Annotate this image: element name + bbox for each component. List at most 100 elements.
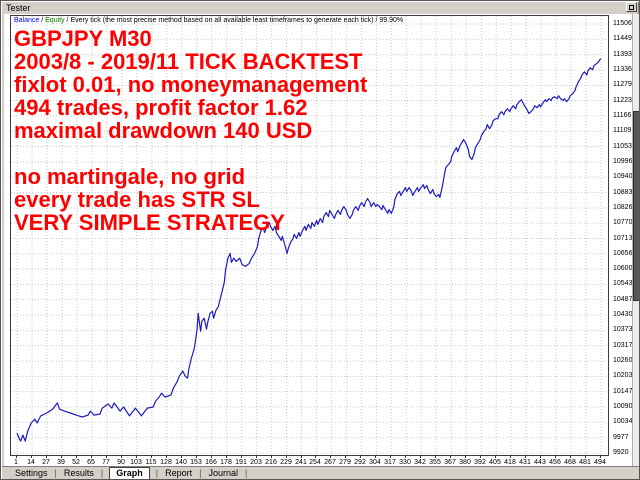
dock-icon <box>629 4 634 10</box>
y-axis-label: 9920 <box>613 449 629 456</box>
annotation-line: GBPJPY M30 <box>14 26 152 51</box>
y-axis-label: 11336 <box>613 66 632 73</box>
annotation-line: 2003/8 - 2019/11 TICK BACKTEST <box>14 49 363 74</box>
x-axis-tick <box>181 456 182 458</box>
y-axis-label: 10430 <box>613 311 633 318</box>
scrollbar-thumb[interactable] <box>633 111 639 301</box>
x-axis-label: 153 <box>190 459 202 466</box>
x-axis-label: 191 <box>235 459 247 466</box>
dock-button[interactable] <box>626 2 637 12</box>
titlebar[interactable]: Tester <box>3 3 637 14</box>
x-axis-tick <box>540 456 541 458</box>
y-axis-label: 9977 <box>613 434 629 441</box>
x-axis-tick <box>151 456 152 458</box>
legend-separator: / <box>373 17 380 24</box>
x-axis-label: 128 <box>160 459 172 466</box>
x-axis-label: 481 <box>579 459 591 466</box>
x-axis-labels: 1 14 27 39 52 65 77 90 103 115 128 140 153 166 178 191 2… <box>10 456 611 467</box>
x-axis-tick <box>226 456 227 458</box>
x-axis-tick <box>345 456 346 458</box>
x-axis-tick <box>435 456 436 458</box>
x-axis-tick <box>465 456 466 458</box>
x-axis-tick <box>555 456 556 458</box>
x-axis-tick <box>450 456 451 458</box>
x-axis-tick <box>241 456 242 458</box>
tab-separator: | <box>199 468 202 478</box>
x-axis-label: 103 <box>130 459 142 466</box>
x-axis-tick <box>271 456 272 458</box>
vertical-scrollbar[interactable] <box>632 14 639 466</box>
tab-separator: | <box>54 468 57 478</box>
y-axis-label: 11109 <box>613 127 632 134</box>
x-axis-label: 39 <box>57 459 65 466</box>
x-axis-tick <box>525 456 526 458</box>
y-axis-label: 10600 <box>613 265 633 272</box>
x-axis-label: 367 <box>444 459 456 466</box>
annotation-overlay: GBPJPY M30 2003/8 - 2019/11 TICK BACKTES… <box>14 27 367 234</box>
x-axis-label: 380 <box>459 459 471 466</box>
y-axis-label: 10203 <box>613 372 633 379</box>
y-axis-label: 10373 <box>613 326 633 333</box>
x-axis-tick <box>286 456 287 458</box>
x-axis-tick <box>330 456 331 458</box>
x-axis-tick <box>301 456 302 458</box>
x-axis-tick <box>76 456 77 458</box>
x-axis-tick <box>315 456 316 458</box>
x-axis-label: 52 <box>72 459 80 466</box>
y-axis-label: 10883 <box>613 189 633 196</box>
tab-report[interactable]: Report <box>165 468 193 478</box>
x-axis-label: 254 <box>309 459 321 466</box>
balance-curve <box>16 58 602 442</box>
window-title: Tester <box>6 3 31 13</box>
y-axis-label: 10940 <box>613 173 633 180</box>
legend-balance-label: Balance <box>14 17 40 24</box>
legend-equity-label: Equity <box>45 17 65 24</box>
y-axis-label: 11053 <box>613 143 632 150</box>
tab-results[interactable]: Results <box>63 468 94 478</box>
x-axis-tick <box>390 456 391 458</box>
x-axis-tick <box>91 456 92 458</box>
y-axis-label: 11449 <box>613 35 632 42</box>
tab-settings[interactable]: Settings <box>15 468 48 478</box>
x-axis-label: 166 <box>205 459 217 466</box>
y-axis-label: 10147 <box>613 388 633 395</box>
tab-journal[interactable]: Journal <box>208 468 238 478</box>
x-axis-label: 494 <box>594 459 606 466</box>
y-axis-label: 11279 <box>613 81 632 88</box>
legend-model-text: Every tick (the most precise method base… <box>70 17 374 24</box>
x-axis-tick <box>46 456 47 458</box>
x-axis-tick <box>405 456 406 458</box>
x-axis-label: 203 <box>250 459 262 466</box>
x-axis-tick <box>570 456 571 458</box>
x-axis-label: 279 <box>339 459 351 466</box>
annotation-line: maximal drawdown 140 USD <box>14 118 313 143</box>
x-axis-label: 27 <box>42 459 50 466</box>
annotation-line: VERY SIMPLE STRATEGY <box>14 210 285 235</box>
legend-quality-text: 99.90% <box>379 17 404 24</box>
x-axis-label: 342 <box>414 459 426 466</box>
x-axis-tick <box>256 456 257 458</box>
x-axis-label: 14 <box>27 459 35 466</box>
equity-chart[interactable] <box>10 15 609 456</box>
x-axis-label: 456 <box>549 459 561 466</box>
y-axis-label: 11506 <box>613 20 632 27</box>
tab-separator: | <box>244 468 248 478</box>
x-axis-label: 355 <box>429 459 441 466</box>
x-axis-label: 292 <box>354 459 366 466</box>
x-axis-tick <box>585 456 586 458</box>
x-axis-tick <box>196 456 197 458</box>
x-axis-tick <box>375 456 376 458</box>
x-axis-label: 140 <box>175 459 187 466</box>
x-axis-label: 267 <box>324 459 336 466</box>
tab-bar: Settings | Results | Graph | Report | Jo… <box>2 466 639 479</box>
x-axis-label: 418 <box>504 459 516 466</box>
y-axis-label: 10090 <box>613 403 633 410</box>
tab-separator: | <box>155 468 159 478</box>
x-axis-label: 77 <box>102 459 110 466</box>
legend-separator: / <box>39 17 46 24</box>
y-axis-label: 10317 <box>613 342 633 349</box>
x-axis-label: 1 <box>14 459 18 466</box>
tab-graph[interactable]: Graph <box>109 467 150 479</box>
x-axis-tick <box>420 456 421 458</box>
